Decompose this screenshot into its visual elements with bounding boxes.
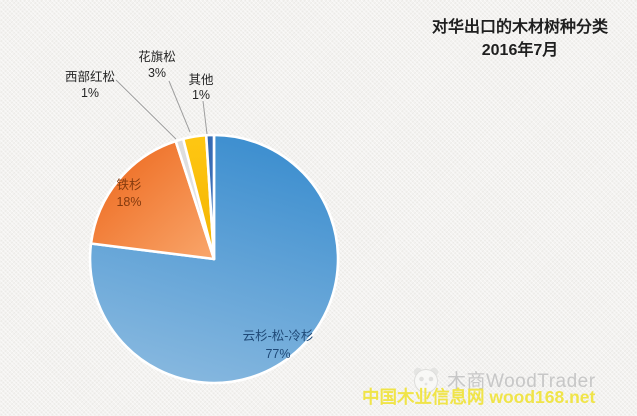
label-hemlock-name: 铁杉 — [116, 178, 141, 192]
pie-slice-other — [204, 133, 216, 261]
watermark-site-text: 中国木业信息网 wood168.net — [362, 387, 596, 407]
label-western-red-pine-pct: 1% — [81, 86, 99, 100]
watermark-brand-text: 木商WoodTrader — [447, 371, 596, 392]
label-other-name: 其他 — [188, 73, 214, 87]
chart-title: 对华出口的木材树种分类 2016年7月 — [390, 16, 637, 62]
pie-slice-hemlock — [89, 139, 216, 261]
label-douglas-fir-name: 花旗松 — [138, 49, 176, 64]
label-douglas-fir-pct: 3% — [148, 66, 166, 80]
label-other-pct: 1% — [192, 88, 210, 102]
woodtrader-panda-logo-icon — [413, 367, 439, 393]
chart-title-line2: 2016年7月 — [481, 42, 559, 59]
leader-line-douglas-fir — [168, 80, 191, 133]
label-western-red-pine-name: 西部红松 — [65, 69, 115, 84]
leader-line-western-red-pine — [115, 79, 177, 140]
chart-title-line1: 对华出口的木材树种分类 — [431, 19, 608, 36]
label-spf-name: 云杉-松-冷杉 — [243, 329, 314, 343]
leader-line-other — [202, 100, 208, 135]
label-hemlock-pct: 18% — [116, 195, 141, 209]
label-spf-pct: 77% — [265, 347, 290, 361]
